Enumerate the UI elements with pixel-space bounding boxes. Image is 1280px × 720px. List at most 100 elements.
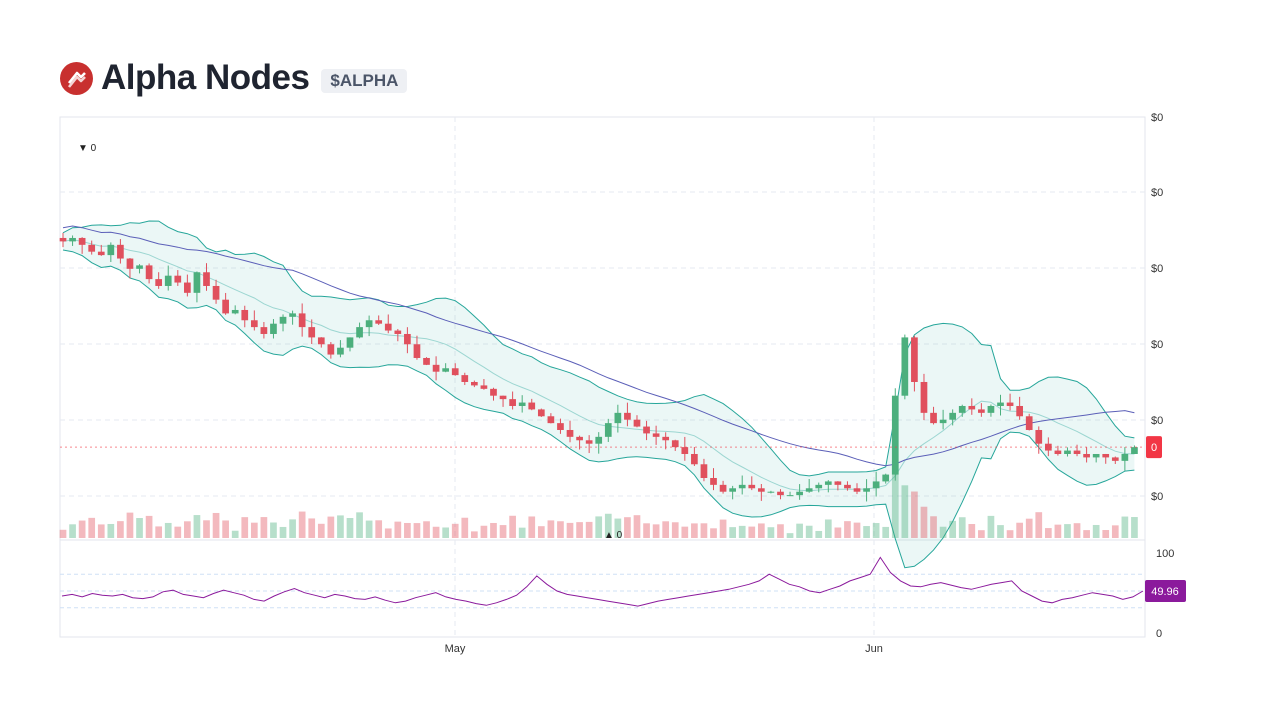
candle-body (671, 440, 679, 448)
candle-body (1054, 450, 1062, 454)
volume-bar (145, 515, 153, 538)
candle-body (748, 484, 756, 489)
candle-body (499, 395, 507, 400)
candle-body (757, 488, 765, 492)
candle-body (289, 313, 296, 317)
candle-body (155, 279, 163, 286)
candle-body (853, 488, 861, 492)
volume-bar (1054, 524, 1062, 538)
volume-bar (1006, 530, 1014, 538)
candle-body (1016, 405, 1023, 417)
candle-body (815, 484, 823, 489)
candle-body (767, 491, 775, 493)
volume-bar (97, 524, 105, 538)
candle-body (250, 320, 258, 328)
candle-body (537, 409, 545, 417)
volume-bars (59, 460, 1138, 538)
volume-bar (595, 516, 603, 538)
volume-bar (375, 520, 383, 538)
candle-body (69, 237, 76, 242)
volume-bar (767, 527, 775, 538)
candle-body (327, 344, 335, 355)
volume-bar (1102, 530, 1110, 538)
time-axis-label: May (445, 643, 466, 655)
volume-bar (480, 525, 488, 538)
sell-marker: ▼ 0 (78, 143, 97, 154)
bollinger-upper-line (62, 220, 1135, 477)
volume-bar (174, 526, 182, 538)
token-ticker-badge: $ALPHA (321, 69, 408, 93)
volume-bar (710, 528, 717, 538)
candle-body (365, 320, 373, 328)
volume-bar (729, 527, 736, 538)
candle-body (911, 337, 918, 382)
candle-body (298, 313, 306, 328)
volume-bar (241, 517, 249, 538)
volume-bar (604, 513, 612, 538)
candle-body (317, 337, 325, 345)
rsi-value-tag (1145, 580, 1186, 602)
volume-bar (757, 523, 765, 538)
candle-body (604, 423, 612, 437)
last-price-label: 0 (1151, 442, 1157, 454)
candle-body (174, 275, 182, 283)
plot-frame (59, 116, 1146, 638)
last-price-tag (1146, 436, 1162, 459)
rsi-pane (60, 556, 1145, 609)
rsi-axis-label: 0 (1156, 628, 1162, 640)
candle-body (1044, 443, 1052, 451)
volume-bar (939, 526, 947, 538)
candle-body (260, 327, 268, 334)
volume-bar (844, 521, 851, 538)
candle-body (59, 237, 67, 242)
candle-body (987, 405, 995, 413)
candle-body (834, 481, 842, 485)
candle-body (1092, 453, 1100, 458)
candle-body (949, 412, 957, 420)
candle-body (241, 309, 249, 321)
volume-bar (404, 522, 411, 538)
candle-body (97, 251, 105, 256)
volume-bar (289, 519, 296, 538)
volume-bar (566, 522, 574, 538)
candle-body (978, 409, 985, 413)
volume-bar (815, 530, 823, 538)
volume-bar (652, 524, 660, 538)
volume-bar (1025, 518, 1033, 538)
volume-bar (537, 526, 545, 538)
candle-body (404, 333, 411, 345)
candle-body (509, 399, 516, 406)
volume-bar (805, 525, 813, 538)
candle-body (212, 285, 220, 300)
volume-bar (633, 515, 641, 538)
volume-bar (346, 517, 354, 538)
volume-bar (509, 515, 516, 538)
volume-bar (987, 515, 995, 538)
candle-body (1121, 453, 1129, 461)
volume-bar (920, 506, 928, 538)
volume-bar (499, 525, 507, 538)
candle-body (78, 237, 86, 245)
rsi-value-label: 49.96 (1151, 586, 1179, 598)
volume-bar (471, 531, 478, 538)
volume-bar (423, 521, 430, 538)
candle-body (184, 282, 191, 293)
volume-bar (624, 517, 631, 538)
volume-bar (576, 522, 583, 538)
candle-body (231, 309, 239, 314)
volume-bar (1064, 524, 1071, 538)
volume-bar (863, 526, 870, 538)
volume-bar (365, 520, 373, 538)
volume-bar (155, 526, 163, 538)
volume-bar (585, 521, 593, 538)
token-name: Alpha Nodes (101, 58, 310, 97)
candle-body (930, 412, 937, 424)
volume-bar (212, 512, 220, 538)
volume-bar (260, 517, 268, 538)
volume-bar (270, 522, 277, 538)
moving-average-20-line (62, 239, 1135, 492)
volume-bar (1016, 522, 1023, 538)
candle-body (614, 412, 622, 424)
volume-bar (748, 526, 756, 538)
